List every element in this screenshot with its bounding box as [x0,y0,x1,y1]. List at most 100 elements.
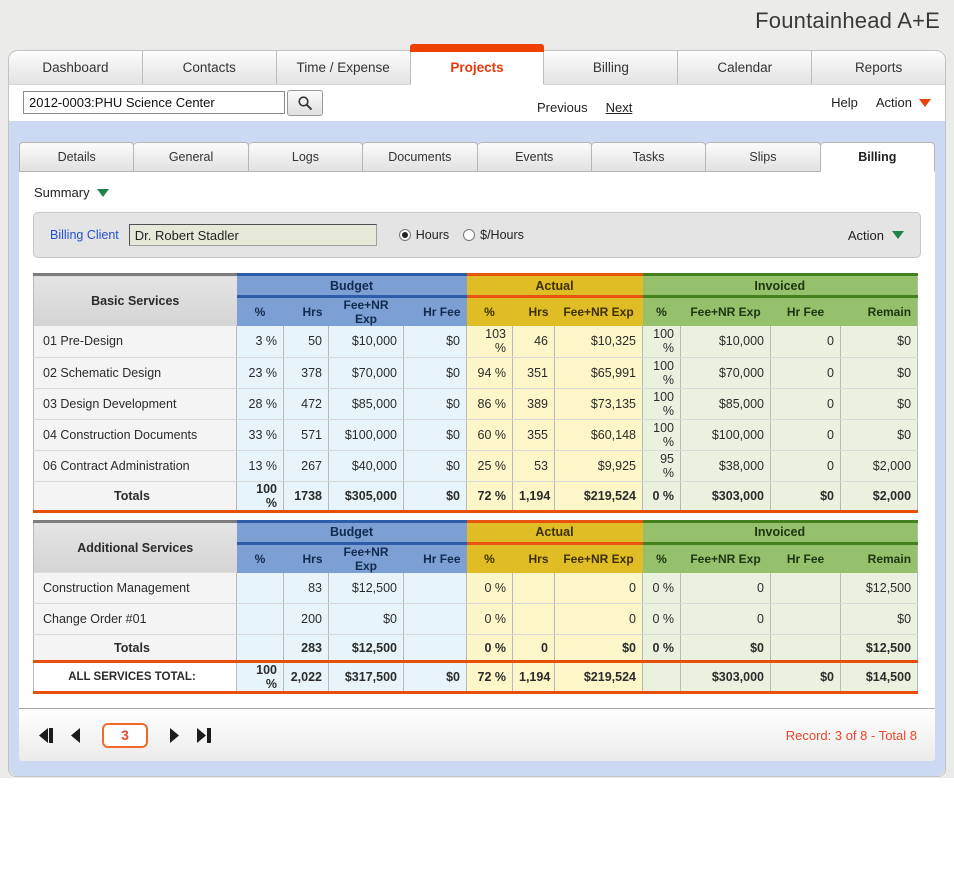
table-cell: 0 [680,572,771,604]
service-name-cell: 04 Construction Documents [33,419,237,451]
column-header-invoiced-hr-fee: Hr Fee [770,541,841,573]
column-header-budget-fee-nr-exp: Fee+NR Exp [328,541,404,573]
radio-label: $/Hours [480,228,524,242]
table-title-cell: Additional Services [33,519,237,573]
subtab-label: Events [515,150,554,164]
subtab-tasks[interactable]: Tasks [591,142,707,172]
table-cell: 50 [283,326,329,358]
tab-time-expense[interactable]: Time / Expense [276,51,411,85]
current-record-input[interactable]: 3 [102,722,148,748]
previous-record-button[interactable] [69,727,82,744]
table-cell [642,661,681,694]
tab-label: Calendar [717,59,773,75]
previous-link[interactable]: Previous [537,99,588,115]
table-cell: 33 % [236,419,284,451]
table-cell: $219,524 [554,661,643,694]
table-cell: $0 [403,480,467,513]
group-header-invoiced: Invoiced [642,273,918,297]
subtab-slips[interactable]: Slips [706,142,821,172]
table-row: 06 Contract Administration 13 % 267 $40,000… [33,450,919,482]
help-link[interactable]: Help [831,95,858,111]
table-cell: 25 % [466,450,513,482]
column-header-budget: % [236,295,284,326]
tab-label: Dashboard [42,59,109,75]
table-cell: $303,000 [680,480,771,513]
table-cell: 13 % [236,450,284,482]
table-cell: $0 [840,603,919,635]
table-cell: 103 % [466,326,513,358]
subtab-logs[interactable]: Logs [248,142,364,172]
first-record-button[interactable] [37,727,55,744]
table-cell: 0 [770,388,841,420]
tab-label: Projects [450,59,504,75]
subtab-label: Logs [291,150,319,164]
table-cell: $65,991 [554,357,643,389]
radio-circle-icon [398,229,411,241]
table-cell: 72 % [466,661,513,694]
table-cell [512,572,555,604]
table-cell [403,603,467,635]
app-title: Fountainhead A+E [755,8,940,33]
subtab-details[interactable]: Details [19,142,135,172]
table-cell: $0 [770,480,841,513]
table-row: ALL SERVICES TOTAL: 100 % 2,022 $317,500 $0 7… [33,661,919,694]
table-cell: $38,000 [680,450,771,482]
subtab-events[interactable]: Events [477,142,592,172]
table-cell: 1,194 [512,480,555,513]
table-cell: 355 [512,419,555,451]
table-cell: 83 [283,572,329,604]
last-record-button[interactable] [195,727,213,744]
subtab-documents[interactable]: Documents [363,142,478,172]
table-cell: 389 [512,388,555,420]
table-cell: $70,000 [680,357,771,389]
billing-action-menu[interactable]: Action [848,228,904,243]
radio-hours[interactable]: $/Hours [463,228,524,242]
tab-billing[interactable]: Billing [544,51,679,85]
radio-hours[interactable]: Hours [398,228,449,242]
table-cell: $14,500 [840,661,919,694]
table-cell: 94 % [466,357,513,389]
table-cell: $305,000 [328,480,404,513]
summary-selector[interactable]: Summary [19,172,935,200]
subtab-label: General [168,150,214,164]
group-header-invoiced: Invoiced [642,519,918,543]
table-cell: $317,500 [328,661,404,694]
service-name-cell: 01 Pre-Design [33,326,237,358]
search-button[interactable] [287,89,323,116]
table-cell: $0 [403,326,467,358]
project-search-input[interactable] [23,91,285,115]
table-cell: $0 [403,419,467,451]
table-cell: 378 [283,357,329,389]
tab-calendar[interactable]: Calendar [678,51,813,85]
column-header-invoiced-hr-fee: Hr Fee [770,295,841,326]
tab-label: Billing [592,59,629,75]
table-cell: $2,000 [840,450,919,482]
table-cell: 0 % [642,480,681,513]
main-window: Dashboard Contacts Time / Expense Projects B… [8,44,946,777]
next-link[interactable]: Next [605,99,633,115]
table-cell: $0 [840,326,919,358]
tab-projects[interactable]: Projects [409,44,545,85]
subtab-billing[interactable]: Billing [820,142,935,172]
next-record-button[interactable] [168,727,181,744]
chevron-down-icon [96,188,109,197]
totals-label-cell: Totals [33,480,237,513]
table-cell: $12,500 [328,634,404,663]
column-header-invoiced-fee-nr-exp: Fee+NR Exp [680,295,771,326]
table-cell: $60,148 [554,419,643,451]
tab-contacts[interactable]: Contacts [142,51,277,85]
table-cell: 0 % [466,572,513,604]
billing-client-field[interactable] [128,224,377,246]
service-name-cell: 02 Schematic Design [33,357,237,389]
table-cell: $10,000 [680,326,771,358]
project-panel: Details General Logs Documents Events Tasks Sl… [9,121,945,776]
column-header-budget: % [236,541,284,573]
active-tab-indicator [409,44,545,52]
action-menu[interactable]: Action [876,95,931,110]
group-header-actual: Actual [466,519,643,543]
tab-dashboard[interactable]: Dashboard [9,51,143,85]
tab-reports[interactable]: Reports [812,51,946,85]
subtab-general[interactable]: General [134,142,249,172]
table-cell: 95 % [642,450,681,482]
column-header-budget-hr-fee: Hr Fee [403,541,467,573]
